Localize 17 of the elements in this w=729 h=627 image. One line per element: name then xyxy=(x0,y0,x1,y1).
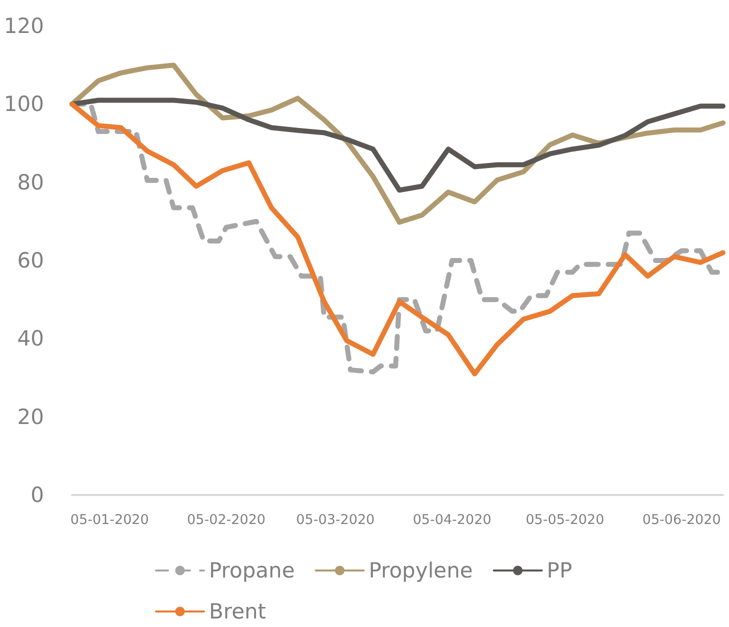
y-tick-label: 80 xyxy=(17,170,44,194)
y-tick-label: 20 xyxy=(17,404,44,429)
y-tick-label: 120 xyxy=(4,14,44,38)
x-tick-label: 05-02-2020 xyxy=(187,512,266,528)
legend-label: Propylene xyxy=(368,558,473,582)
y-tick-label: 0 xyxy=(30,483,44,507)
legend-label: Brent xyxy=(209,600,266,624)
x-tick-label: 05-04-2020 xyxy=(412,512,492,528)
x-tick-label: 05-05-2020 xyxy=(526,512,604,528)
y-tick-label: 60 xyxy=(17,248,44,272)
y-tick-label: 40 xyxy=(17,326,44,351)
x-tick-label: 05-03-2020 xyxy=(296,512,375,528)
legend-label: PP xyxy=(546,558,572,582)
y-tick-label: 100 xyxy=(4,92,44,116)
x-tick-label: 05-06-2020 xyxy=(642,512,721,528)
legend-label: Propane xyxy=(209,558,295,582)
x-tick-label: 05-01-2020 xyxy=(70,512,149,528)
